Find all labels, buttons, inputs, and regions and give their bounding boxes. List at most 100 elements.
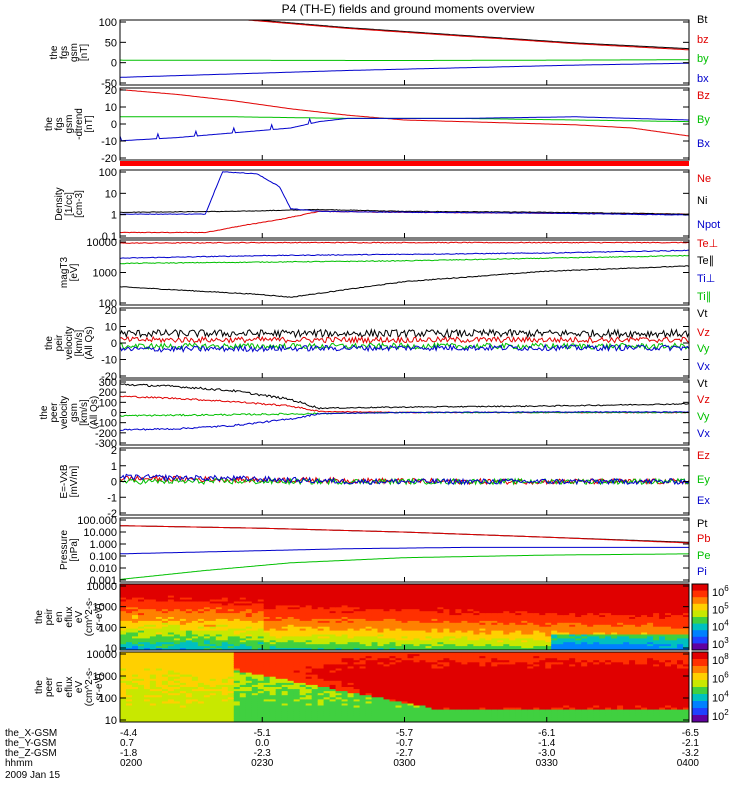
spectrogram-cell xyxy=(221,699,229,703)
legend-entry: Vt xyxy=(697,378,707,390)
spectrogram-cell xyxy=(323,703,331,707)
spectrogram-cell xyxy=(329,609,337,612)
spectrogram-cell xyxy=(155,607,163,610)
spectrogram-cell xyxy=(203,709,211,713)
spectrogram-cell xyxy=(461,630,468,634)
spectrogram-cell xyxy=(323,709,331,713)
spectrogram-cell xyxy=(467,648,474,650)
spectrogram-cell xyxy=(593,599,600,602)
spectrogram-cell xyxy=(359,595,367,599)
spectrogram-cell xyxy=(593,611,600,614)
spectrogram-cell xyxy=(257,595,265,599)
spectrogram-cell xyxy=(299,638,307,641)
spectrogram-cell xyxy=(515,632,522,635)
spectrogram-cell xyxy=(455,638,462,641)
spectrogram-cell xyxy=(359,584,367,587)
spectrogram-cell xyxy=(335,585,343,589)
spectrogram-cell xyxy=(251,644,259,647)
spectrogram-cell xyxy=(533,638,540,641)
spectrogram-cell xyxy=(317,670,325,674)
spectrogram-cell xyxy=(455,628,462,632)
spectrogram-cell xyxy=(281,597,289,601)
spectrogram-cell xyxy=(329,618,337,622)
spectrogram-cell xyxy=(431,617,439,620)
spectrogram-cell xyxy=(299,605,307,608)
spectrogram-cell xyxy=(473,630,480,634)
spectrogram-cell xyxy=(653,644,660,647)
spectrogram-cell xyxy=(353,636,361,639)
spectrogram-cell xyxy=(263,595,271,599)
spectrogram-cell xyxy=(191,595,199,599)
spectrogram-cell xyxy=(191,615,199,618)
spectrogram-cell xyxy=(269,709,277,713)
spectrogram-cell xyxy=(311,585,319,589)
spectrogram-cell xyxy=(353,652,361,655)
spectrogram-cell xyxy=(203,648,211,650)
spectrogram-cell xyxy=(161,670,169,674)
spectrogram-cell xyxy=(323,620,331,624)
spectrogram-cell xyxy=(503,636,510,639)
spectrogram-cell xyxy=(611,632,618,635)
spectrogram-cell xyxy=(233,618,241,622)
spectrogram-cell xyxy=(581,607,588,610)
spectrogram-cell xyxy=(359,709,367,713)
spectrogram-cell xyxy=(401,607,409,610)
spectrogram-cell xyxy=(144,632,151,635)
spectrogram-cell xyxy=(215,707,223,711)
spectrogram-cell xyxy=(167,678,175,682)
spectrogram-cell xyxy=(593,632,600,635)
spectrogram-cell xyxy=(629,648,636,650)
spectrogram-cell xyxy=(545,609,552,612)
spectrogram-cell xyxy=(257,711,265,715)
spectrogram-cell xyxy=(389,584,397,587)
spectrogram-cell xyxy=(281,662,289,665)
spectrogram-cell xyxy=(239,607,247,610)
spectrogram-cell xyxy=(155,668,163,672)
y-axis-label-line: eV xyxy=(74,611,85,624)
spectrogram-cell xyxy=(305,589,313,593)
spectrogram-cell xyxy=(551,642,558,645)
spectrogram-cell xyxy=(437,642,444,645)
spectrogram-cell xyxy=(407,644,415,647)
spectrogram-cell xyxy=(179,654,187,657)
spectrogram-cell xyxy=(383,591,391,595)
spectrogram-cell xyxy=(365,603,373,606)
spectrogram-cell xyxy=(269,622,277,626)
spectrogram-cell xyxy=(281,646,289,649)
spectrogram-cell xyxy=(635,593,642,597)
spectrogram-cell xyxy=(161,709,169,713)
spectrogram-cell xyxy=(413,634,421,637)
spectrogram-cell xyxy=(641,628,648,632)
spectrogram-cell xyxy=(311,636,319,639)
spectrogram-cell xyxy=(155,711,163,715)
y-axis-label-line: [mV/m] xyxy=(69,465,80,497)
spectrogram-cell xyxy=(251,668,259,672)
spectrogram-cell xyxy=(263,626,271,630)
spectrogram-cell xyxy=(353,693,361,696)
spectrogram-cell xyxy=(617,584,624,587)
spectrogram-cell xyxy=(461,622,468,626)
spectrogram-cell xyxy=(599,636,606,639)
spectrogram-cell xyxy=(203,697,211,700)
spectrogram-cell xyxy=(203,624,211,628)
spectrogram-cell xyxy=(653,597,660,601)
spectrogram-cell xyxy=(335,624,343,628)
spectrogram-cell xyxy=(281,589,289,593)
spectrogram-cell xyxy=(683,617,689,620)
spectrogram-cell xyxy=(239,626,247,630)
y-axis-label-line: velocity xyxy=(59,396,70,429)
spectrogram-cell xyxy=(161,668,169,672)
spectrogram-cell xyxy=(401,611,409,614)
spectrogram-cell xyxy=(179,715,187,719)
spectrogram-cell xyxy=(221,597,229,601)
spectrogram-cell xyxy=(569,591,576,595)
spectrogram-cell xyxy=(191,607,199,610)
spectrogram-cell xyxy=(611,584,618,587)
spectrogram-cell xyxy=(173,691,181,694)
spectrogram-cell xyxy=(371,644,379,647)
spectrogram-cell xyxy=(347,674,355,678)
spectrogram-cell xyxy=(389,601,397,604)
spectrogram-cell xyxy=(179,672,187,676)
spectrogram-cell xyxy=(299,648,307,650)
spectrogram-cell xyxy=(221,632,229,635)
